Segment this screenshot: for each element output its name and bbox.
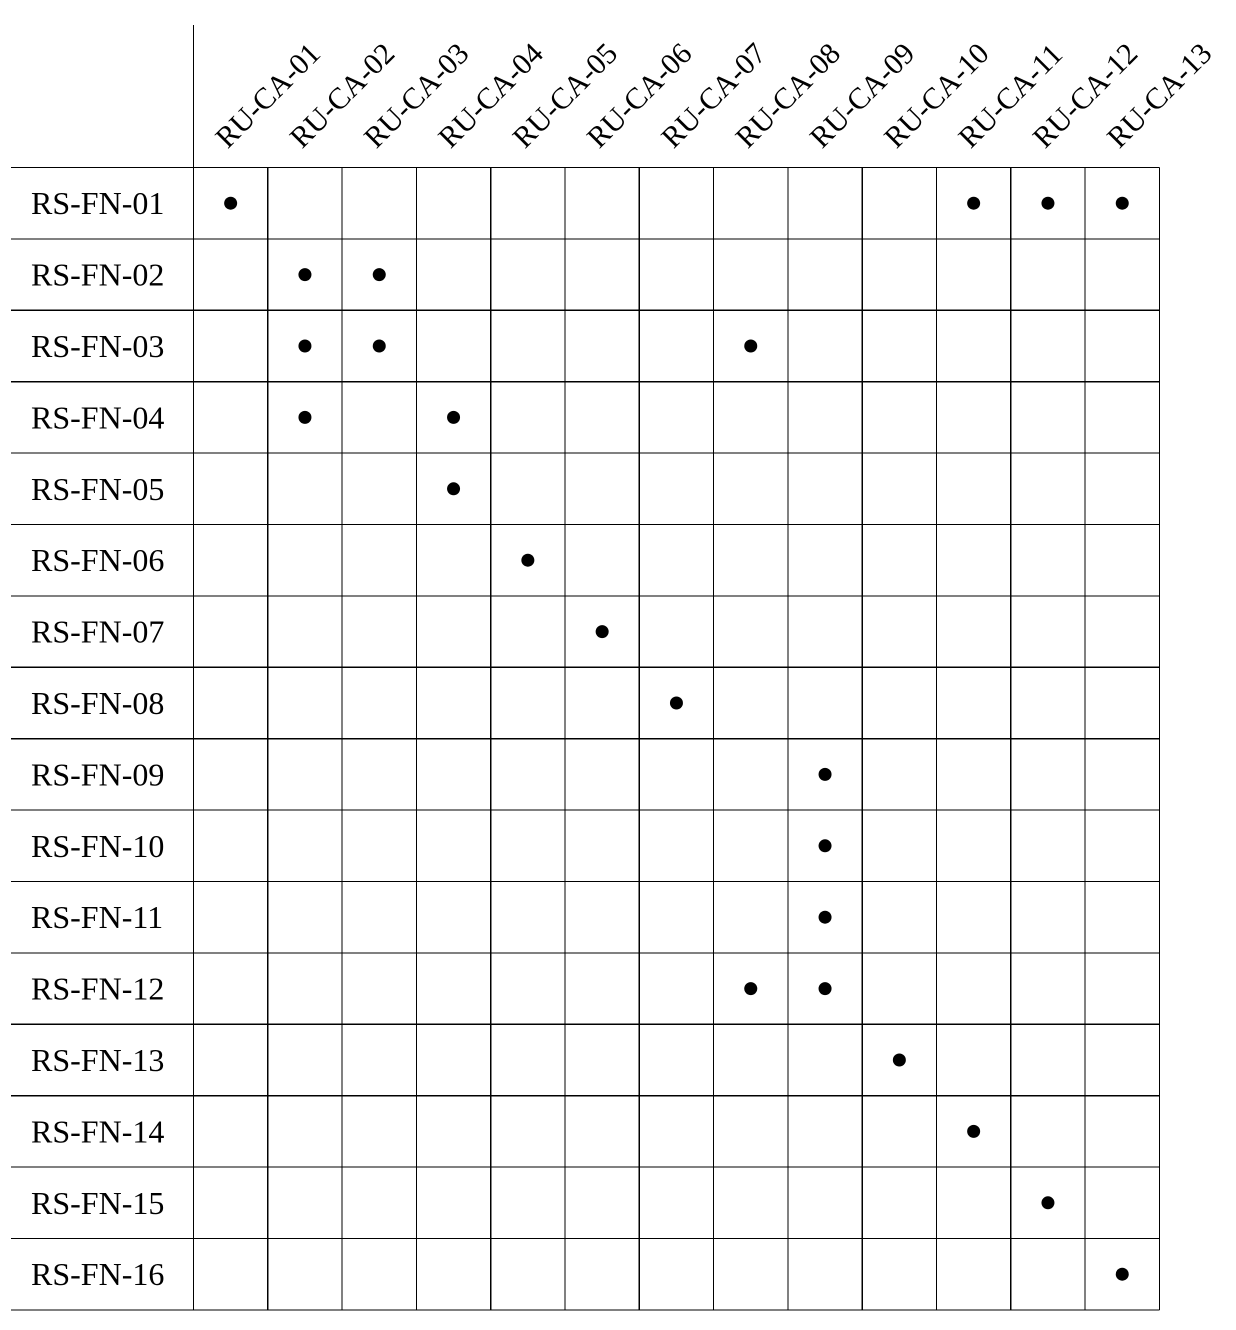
row-header: RS-FN-07 (31, 614, 164, 650)
matrix-dot (298, 339, 312, 353)
row-header: RS-FN-05 (31, 471, 164, 507)
matrix-dot (521, 553, 535, 567)
grid-lines (11, 25, 1161, 1311)
matrix-dot (447, 482, 461, 496)
row-header: RS-FN-10 (31, 828, 164, 864)
row-header: RS-FN-13 (31, 1042, 164, 1078)
row-header: RS-FN-09 (31, 756, 164, 792)
row-header: RS-FN-11 (31, 899, 163, 935)
column-headers: RU-CA-01RU-CA-02RU-CA-03RU-CA-04RU-CA-05… (209, 37, 1218, 155)
matrix-dot (372, 339, 386, 353)
matrix-dot (298, 268, 312, 282)
matrix-dot (967, 196, 981, 210)
row-header: RS-FN-08 (31, 685, 164, 721)
row-header: RS-FN-14 (31, 1113, 164, 1149)
row-header: RS-FN-04 (31, 399, 164, 435)
matrix-dot (967, 1124, 981, 1138)
matrix-dot (1115, 196, 1129, 210)
row-header: RS-FN-03 (31, 328, 164, 364)
matrix-dot (818, 839, 832, 853)
row-headers: RS-FN-01 RS-FN-02 RS-FN-03 RS-FN-04 RS-FN-05… (31, 185, 164, 1292)
matrix-dot (1041, 196, 1055, 210)
matrix-marks (224, 196, 1129, 1281)
matrix-dot (669, 696, 683, 710)
row-header: RS-FN-12 (31, 971, 164, 1007)
matrix-dot (818, 910, 832, 924)
matrix-dot (818, 767, 832, 781)
row-header: RS-FN-02 (31, 257, 164, 293)
matrix-dot (1041, 1196, 1055, 1210)
matrix-dot (298, 410, 312, 424)
matrix-dot (595, 625, 609, 639)
row-header: RS-FN-06 (31, 542, 164, 578)
matrix-dot (744, 339, 758, 353)
matrix-dot (372, 268, 386, 282)
matrix-dot (818, 982, 832, 996)
matrix-dot (447, 410, 461, 424)
matrix-dot (1115, 1267, 1129, 1281)
matrix-dot (744, 982, 758, 996)
matrix-dot (224, 196, 238, 210)
row-header: RS-FN-15 (31, 1185, 164, 1221)
matrix-dot (892, 1053, 906, 1067)
row-header: RS-FN-01 (31, 185, 164, 221)
row-header: RS-FN-16 (31, 1256, 164, 1292)
